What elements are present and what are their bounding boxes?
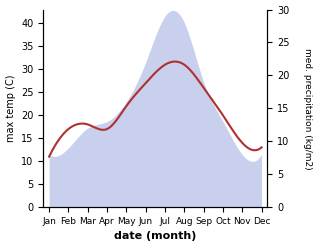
- X-axis label: date (month): date (month): [114, 231, 197, 242]
- Y-axis label: med. precipitation (kg/m2): med. precipitation (kg/m2): [303, 48, 313, 169]
- Y-axis label: max temp (C): max temp (C): [5, 75, 16, 142]
